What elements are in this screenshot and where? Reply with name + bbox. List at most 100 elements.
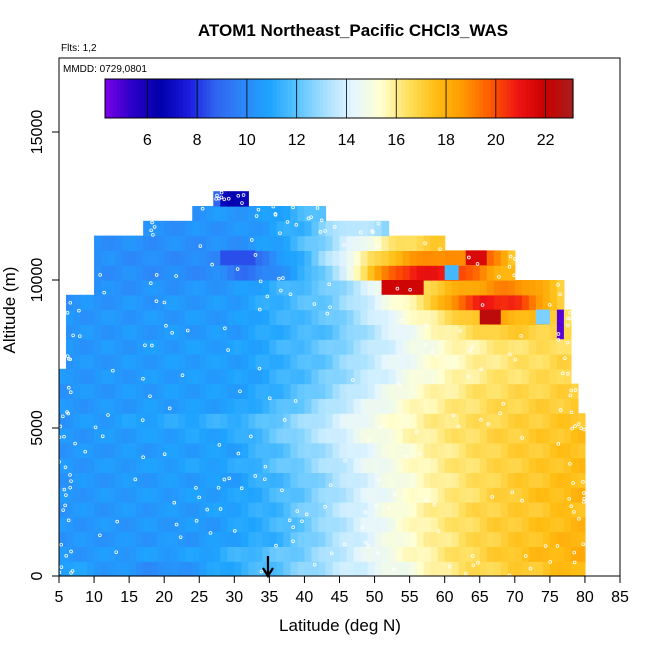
heatmap-cell [528,398,537,414]
heatmap-cell [262,250,270,266]
heatmap-cell [297,368,306,385]
sample-point [218,507,223,511]
heatmap-cell [122,487,130,503]
heatmap-cell [276,368,284,385]
heatmap-cell [206,502,214,518]
heatmap-cell [157,472,165,488]
x-tick-label: 65 [471,589,489,606]
colorbar-cell [112,79,118,118]
heatmap-cell [563,546,572,562]
sample-point [162,452,167,456]
colorbar-cell [549,79,555,118]
heatmap-cell [101,472,109,488]
heatmap-cell [430,516,439,533]
heatmap-cell [556,280,565,296]
heatmap-cell [262,383,270,399]
heatmap-cell [325,294,334,311]
heatmap-cell [150,294,158,311]
x-tick-label: 50 [366,589,384,606]
sample-point [378,425,383,429]
heatmap-cell [521,428,530,444]
heatmap-cell [129,561,137,577]
heatmap-cell [178,265,186,281]
heatmap-cell [388,294,397,311]
heatmap-cell [507,339,516,355]
heatmap-cell [458,250,467,266]
heatmap-cell [437,413,446,429]
heatmap-cell [143,250,151,266]
colorbar-cell [214,79,219,118]
heatmap-cell [262,339,270,355]
heatmap-cell [192,206,200,222]
heatmap-cell [437,280,446,296]
heatmap-cell [381,413,390,429]
sample-point [59,542,64,547]
heatmap-cell [451,309,460,325]
heatmap-cell [220,487,228,503]
heatmap-cell [178,250,186,266]
sample-point [497,275,501,279]
heatmap-cell [185,413,193,429]
colorbar-cell [545,79,551,118]
heatmap-cell [80,339,88,355]
heatmap-cell [73,309,81,325]
sample-point [77,308,81,313]
heatmap-cell [213,457,221,473]
heatmap-cell [157,354,165,370]
heatmap-cell [500,546,509,562]
heatmap-cell [115,339,123,355]
heatmap-cell [262,398,270,414]
heatmap-cell [472,502,481,518]
sample-point [556,338,561,342]
heatmap-cell [486,502,495,518]
heatmap-cell [143,516,151,533]
heatmap-cell [66,442,74,459]
heatmap-cell [185,546,193,562]
y-axis-label: Altitude (m) [0,267,19,354]
heatmap-cell [241,457,249,473]
heatmap-cell [143,265,151,281]
sample-point [68,473,72,477]
colorbar-cell [522,79,527,118]
heatmap-cell [325,250,334,266]
heatmap-cell [381,368,390,385]
heatmap-cell [115,442,123,459]
colorbar-tick-label: 12 [288,132,306,149]
heatmap-cell [472,561,481,577]
heatmap-cell [192,265,200,281]
heatmap-cell [87,309,95,325]
heatmap-cell [374,472,383,488]
sample-point [568,316,573,321]
heatmap-cell [66,502,74,518]
heatmap-cell [388,413,397,429]
colorbar-cell [249,79,254,118]
heatmap-cell [486,398,495,414]
heatmap-cell [563,324,572,340]
heatmap-cell [213,516,221,533]
heatmap-cell [108,368,116,385]
heatmap-cell [465,368,474,385]
heatmap-cell [136,398,144,414]
heatmap-cell [213,413,221,429]
heatmap-cell [248,309,256,325]
heatmap-cell [157,413,165,429]
heatmap-cell [101,294,109,311]
heatmap-cell [157,220,165,237]
x-tick-label: 80 [576,589,594,606]
heatmap-cell [269,442,277,459]
sample-point [300,519,304,524]
heatmap-cell [143,457,151,473]
sample-point [217,443,222,447]
heatmap-cell [346,472,355,488]
heatmap-cell [269,531,277,547]
heatmap-cell [94,487,102,503]
heatmap-cell [528,561,537,577]
heatmap-cell [290,546,299,562]
heatmap-cell [115,516,123,533]
sample-point [430,350,434,354]
sample-point [555,544,560,548]
heatmap-cell [248,502,256,518]
heatmap-cell [493,294,502,311]
sample-point [143,343,147,348]
heatmap-cell [563,398,572,414]
